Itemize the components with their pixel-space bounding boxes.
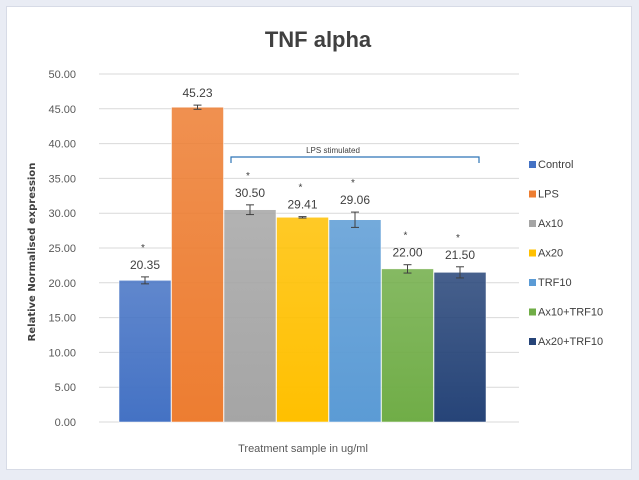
y-tick-label: 40.00 [48,139,76,151]
y-tick-label: 15.00 [48,313,76,325]
bar-trf10 [328,219,382,423]
y-tick-label: 45.00 [48,104,76,116]
bar-ax10 [223,209,277,423]
y-tick-label: 30.00 [48,208,76,220]
legend-swatch [529,308,536,316]
x-axis-label: Treatment sample in ug/ml [238,443,368,455]
legend-label: TRF10 [538,277,572,289]
legend-label: Ax20 [538,248,563,260]
significance-marker: * [404,231,408,242]
y-axis-ticks: 0.00 5.00 10.00 15.00 20.00 25.00 30.00 35.00 40… [48,69,76,429]
legend-swatch [529,279,536,286]
legend-label: Ax20+TRF10 [538,336,603,348]
y-tick-label: 5.00 [55,382,76,394]
legend-item: Ax10 [529,218,563,230]
y-tick-label: 25.00 [48,243,76,255]
tnf-alpha-chart: TNF alpha 0.00 5.00 10.00 15.00 20.00 25.00 30… [27,27,603,455]
legend-item: Control [529,159,573,171]
bar-lps [171,106,224,423]
legend-swatch [529,161,536,168]
legend-label: Control [538,159,573,171]
legend-swatch [529,338,536,345]
legend-item: Ax10+TRF10 [529,307,603,319]
bar-control [118,280,172,423]
bars: 20.35 * 45.23 30.50 * 29.41 * 29.06 * 22.00 * 21.50… [118,86,487,423]
legend-item: LPS [529,189,559,201]
y-tick-label: 50.00 [48,69,76,81]
legend-item: Ax20+TRF10 [529,336,603,348]
data-label: 45.23 [182,86,212,100]
legend-item: Ax20 [529,248,563,260]
data-label: 20.35 [130,258,160,272]
legend-item: TRF10 [529,277,572,289]
chart-frame: TNF alpha 0.00 5.00 10.00 15.00 20.00 25.00 30… [6,6,632,470]
y-tick-label: 0.00 [55,417,76,429]
data-label: 29.06 [340,193,370,207]
data-label: 21.50 [445,248,475,262]
legend-swatch [529,220,536,227]
bar-ax20 [276,217,329,423]
y-tick-label: 10.00 [48,347,76,359]
y-axis-label: Relative Normalised expression [27,163,38,342]
bar-ax10-trf10 [381,268,434,423]
legend-label: LPS [538,189,559,201]
significance-marker: * [246,171,250,182]
legend-label: Ax10 [538,218,563,230]
y-tick-label: 35.00 [48,173,76,185]
significance-marker: * [456,233,460,244]
legend: Control LPS Ax10 Ax20 TRF10 Ax10+TRF10 Ax20+TR… [529,159,603,348]
data-label: 22.00 [392,246,422,260]
significance-marker: * [351,178,355,189]
data-label: 30.50 [235,186,265,200]
significance-marker: * [299,183,303,194]
chart-title: TNF alpha [265,27,372,52]
y-tick-label: 20.00 [48,278,76,290]
legend-label: Ax10+TRF10 [538,307,603,319]
bar-ax20-trf10 [433,272,487,423]
data-label: 29.41 [287,198,317,212]
significance-marker: * [141,243,145,254]
bracket-label: LPS stimulated [306,146,360,155]
legend-swatch [529,249,536,257]
bracket-line [230,156,480,163]
lps-stimulated-bracket: LPS stimulated [230,146,480,163]
legend-swatch [529,190,536,198]
